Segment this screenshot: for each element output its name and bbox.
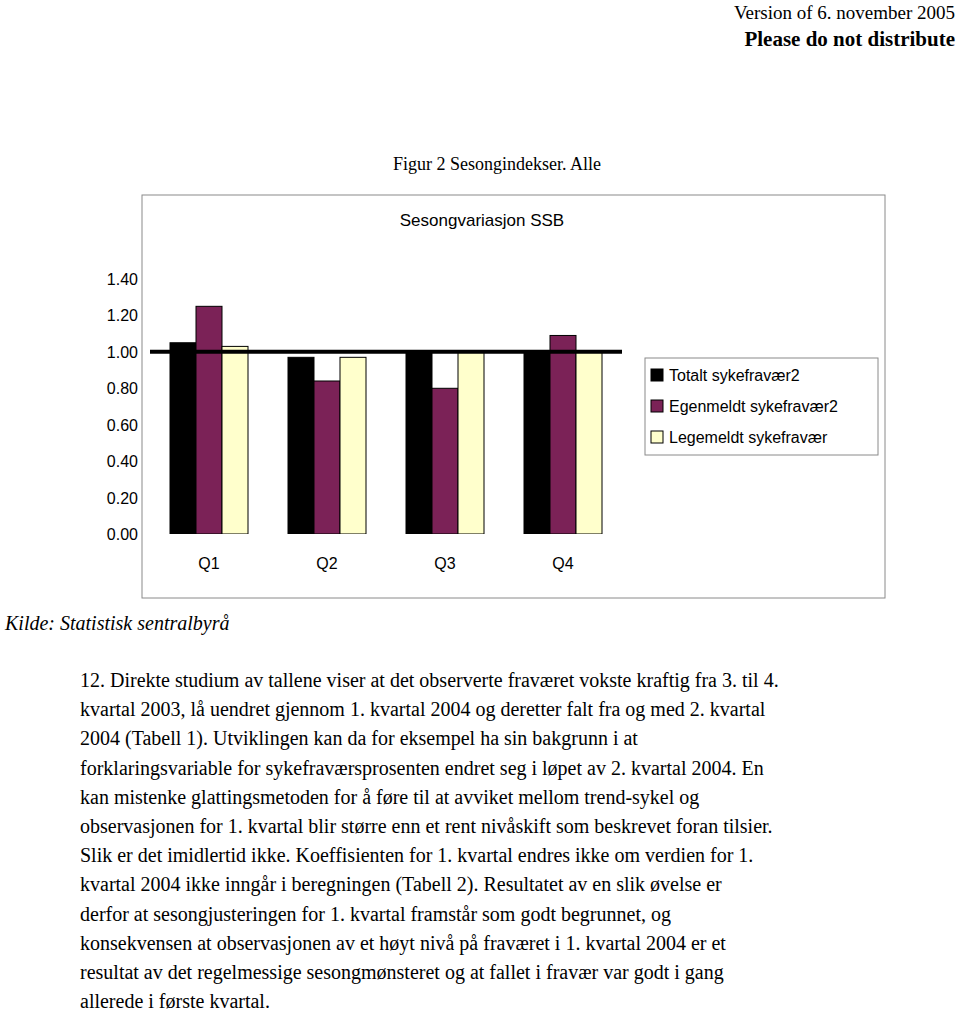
x-tick-label: Q4 bbox=[552, 555, 573, 572]
reference-line bbox=[268, 350, 386, 354]
bar bbox=[170, 343, 196, 534]
y-tick-label: 0.00 bbox=[107, 526, 138, 543]
notice: Please do not distribute bbox=[744, 27, 955, 51]
bar bbox=[524, 352, 550, 534]
legend-label: Legemeldt sykefravær bbox=[669, 429, 828, 446]
paragraph-line: kvartal 2004 ikke inngår i beregningen (… bbox=[80, 873, 722, 896]
y-tick bbox=[140, 315, 142, 316]
y-tick bbox=[140, 388, 142, 389]
legend-box bbox=[645, 358, 878, 455]
paragraph-line: konsekvensen at observasjonen av et høyt… bbox=[80, 932, 726, 955]
page: Version of 6. november 2005 Please do not… bbox=[0, 0, 960, 1013]
paragraph-line: Slik er det imidlertid ikke. Koeffisient… bbox=[80, 844, 753, 866]
reference-line bbox=[150, 350, 268, 354]
legend-label: Egenmeldt sykefravær2 bbox=[669, 398, 838, 415]
bar bbox=[340, 357, 366, 534]
legend-swatch bbox=[651, 400, 663, 412]
y-tick-label: 0.80 bbox=[107, 380, 138, 397]
y-tick bbox=[140, 461, 142, 462]
y-tick bbox=[140, 279, 142, 280]
chart-title: Sesongvariasjon SSB bbox=[400, 211, 564, 230]
paragraph-line: forklaringsvariable for sykefraværsprose… bbox=[80, 757, 764, 780]
y-tick bbox=[140, 497, 142, 498]
y-tick-label: 1.00 bbox=[107, 344, 138, 361]
paragraph-line: resultat av det regelmessige sesongmønst… bbox=[80, 961, 724, 984]
x-tick-label: Q1 bbox=[198, 555, 219, 572]
y-tick-label: 0.60 bbox=[107, 417, 138, 434]
paragraph-line: observasjonen for 1. kvartal blir større… bbox=[80, 815, 773, 838]
legend-label: Totalt sykefravær2 bbox=[669, 367, 800, 384]
y-tick-label: 1.40 bbox=[107, 271, 138, 288]
x-tick-label: Q3 bbox=[434, 555, 455, 572]
plot-area bbox=[150, 306, 622, 534]
bar bbox=[550, 335, 576, 534]
paragraph-line: derfor at sesongjusteringen for 1. kvart… bbox=[80, 903, 671, 926]
bar bbox=[288, 357, 314, 534]
y-tick-label: 0.20 bbox=[107, 490, 138, 507]
bar bbox=[458, 352, 484, 534]
paragraph-line: 2004 (Tabell 1). Utviklingen kan da for … bbox=[80, 727, 638, 750]
y-tick-label: 0.40 bbox=[107, 453, 138, 470]
bar bbox=[196, 306, 222, 534]
source: Kilde: Statistisk sentralbyrå bbox=[4, 612, 229, 635]
paragraph-line: 12. Direkte studium av tallene viser at … bbox=[80, 669, 779, 692]
bar bbox=[222, 346, 248, 534]
figure-caption: Figur 2 Sesongindekser. Alle bbox=[393, 154, 601, 174]
chart-frame bbox=[142, 195, 885, 598]
y-tick bbox=[140, 351, 142, 352]
paragraph-line: kan mistenke glattingsmetoden for å føre… bbox=[80, 786, 699, 809]
version: Version of 6. november 2005 bbox=[734, 2, 955, 23]
y-tick bbox=[140, 424, 142, 425]
paragraph-line: kvartal 2003, lå uendret gjennom 1. kvar… bbox=[80, 698, 766, 721]
bar bbox=[576, 352, 602, 534]
paragraph-line: allerede i første kvartal. bbox=[80, 990, 270, 1012]
bar bbox=[314, 381, 340, 534]
legend-swatch bbox=[651, 369, 663, 381]
y-tick bbox=[140, 534, 142, 535]
bar bbox=[406, 352, 432, 534]
x-tick-label: Q2 bbox=[316, 555, 337, 572]
reference-line bbox=[386, 350, 504, 354]
legend-swatch bbox=[651, 431, 663, 443]
reference-line bbox=[504, 350, 622, 354]
bar bbox=[432, 388, 458, 534]
y-tick-label: 1.20 bbox=[107, 307, 138, 324]
